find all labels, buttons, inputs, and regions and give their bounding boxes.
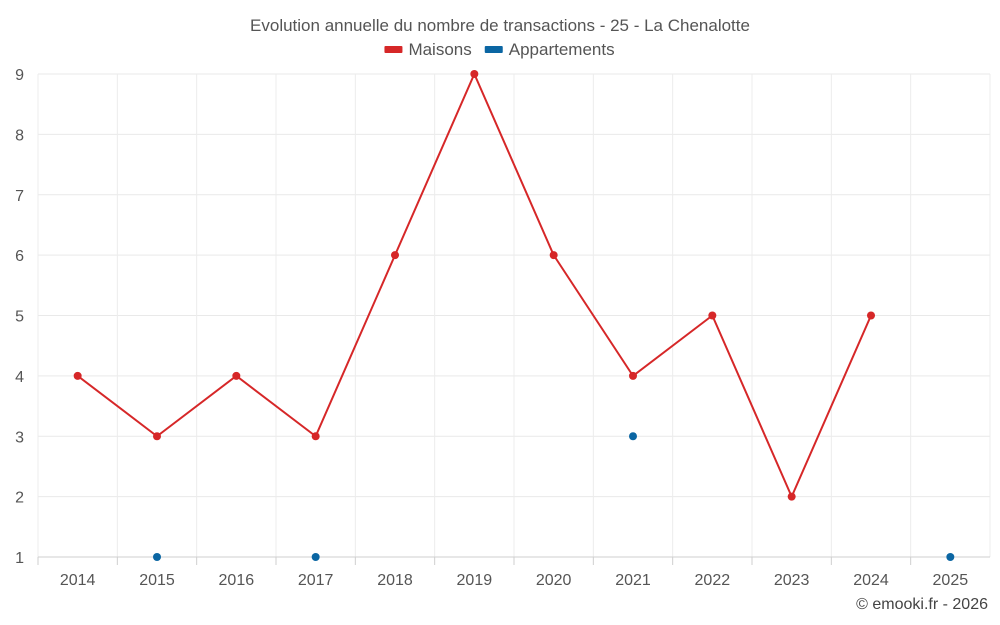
data-point[interactable]	[946, 553, 955, 561]
legend-item-appartements[interactable]: Appartements	[484, 40, 615, 59]
x-tick-label: 2014	[60, 572, 96, 589]
data-point[interactable]	[232, 371, 241, 380]
x-tick-label: 2015	[139, 572, 175, 589]
series-maisons	[73, 70, 875, 501]
x-tick-label: 2020	[536, 572, 572, 589]
data-point[interactable]	[470, 70, 479, 78]
y-tick-label: 7	[15, 188, 24, 205]
x-tick-label: 2024	[853, 572, 889, 589]
x-tick-label: 2022	[695, 572, 731, 589]
x-tick-label: 2017	[298, 572, 334, 589]
series-layer	[73, 70, 955, 561]
x-tick-label: 2016	[219, 572, 255, 589]
data-point[interactable]	[867, 311, 875, 320]
x-tick-label: 2025	[933, 572, 969, 589]
y-tick-label: 6	[15, 248, 24, 265]
data-point[interactable]	[629, 371, 637, 380]
data-point[interactable]	[311, 553, 320, 561]
x-tick-label: 2018	[377, 572, 413, 589]
x-tick-label: 2023	[774, 572, 810, 589]
data-point[interactable]	[549, 251, 558, 260]
data-point[interactable]	[73, 371, 82, 380]
legend-swatch	[484, 46, 503, 53]
credit-text: © emooki.fr - 2026	[856, 596, 988, 613]
y-tick-label: 5	[15, 309, 24, 326]
x-tick-label: 2021	[615, 572, 651, 589]
legend-label: Appartements	[509, 40, 615, 59]
data-point[interactable]	[153, 432, 161, 441]
y-tick-label: 2	[15, 490, 24, 507]
legend-item-maisons[interactable]: Maisons	[384, 40, 472, 59]
data-point[interactable]	[311, 432, 320, 441]
data-point[interactable]	[391, 251, 399, 260]
x-tick-label: 2019	[457, 572, 493, 589]
axes: 1 2 3 4 5 6 7 8 9 2014 2015 2016 2017 2018 2019 2020 202…	[15, 67, 990, 589]
data-point[interactable]	[787, 492, 796, 501]
legend[interactable]: Maisons Appartements	[384, 40, 615, 59]
data-point[interactable]	[153, 553, 161, 561]
chart-title: Evolution annuelle du nombre de transact…	[250, 16, 750, 35]
legend-swatch	[384, 46, 403, 53]
grid-lines	[37, 73, 991, 557]
y-tick-label: 4	[15, 369, 24, 386]
y-tick-label: 8	[15, 127, 24, 144]
series-appartements	[153, 432, 955, 561]
legend-label: Maisons	[408, 40, 471, 59]
y-tick-label: 3	[15, 429, 24, 446]
y-tick-label: 1	[15, 550, 24, 567]
data-point[interactable]	[708, 311, 717, 320]
y-tick-label: 9	[15, 67, 24, 84]
data-point[interactable]	[629, 432, 637, 441]
